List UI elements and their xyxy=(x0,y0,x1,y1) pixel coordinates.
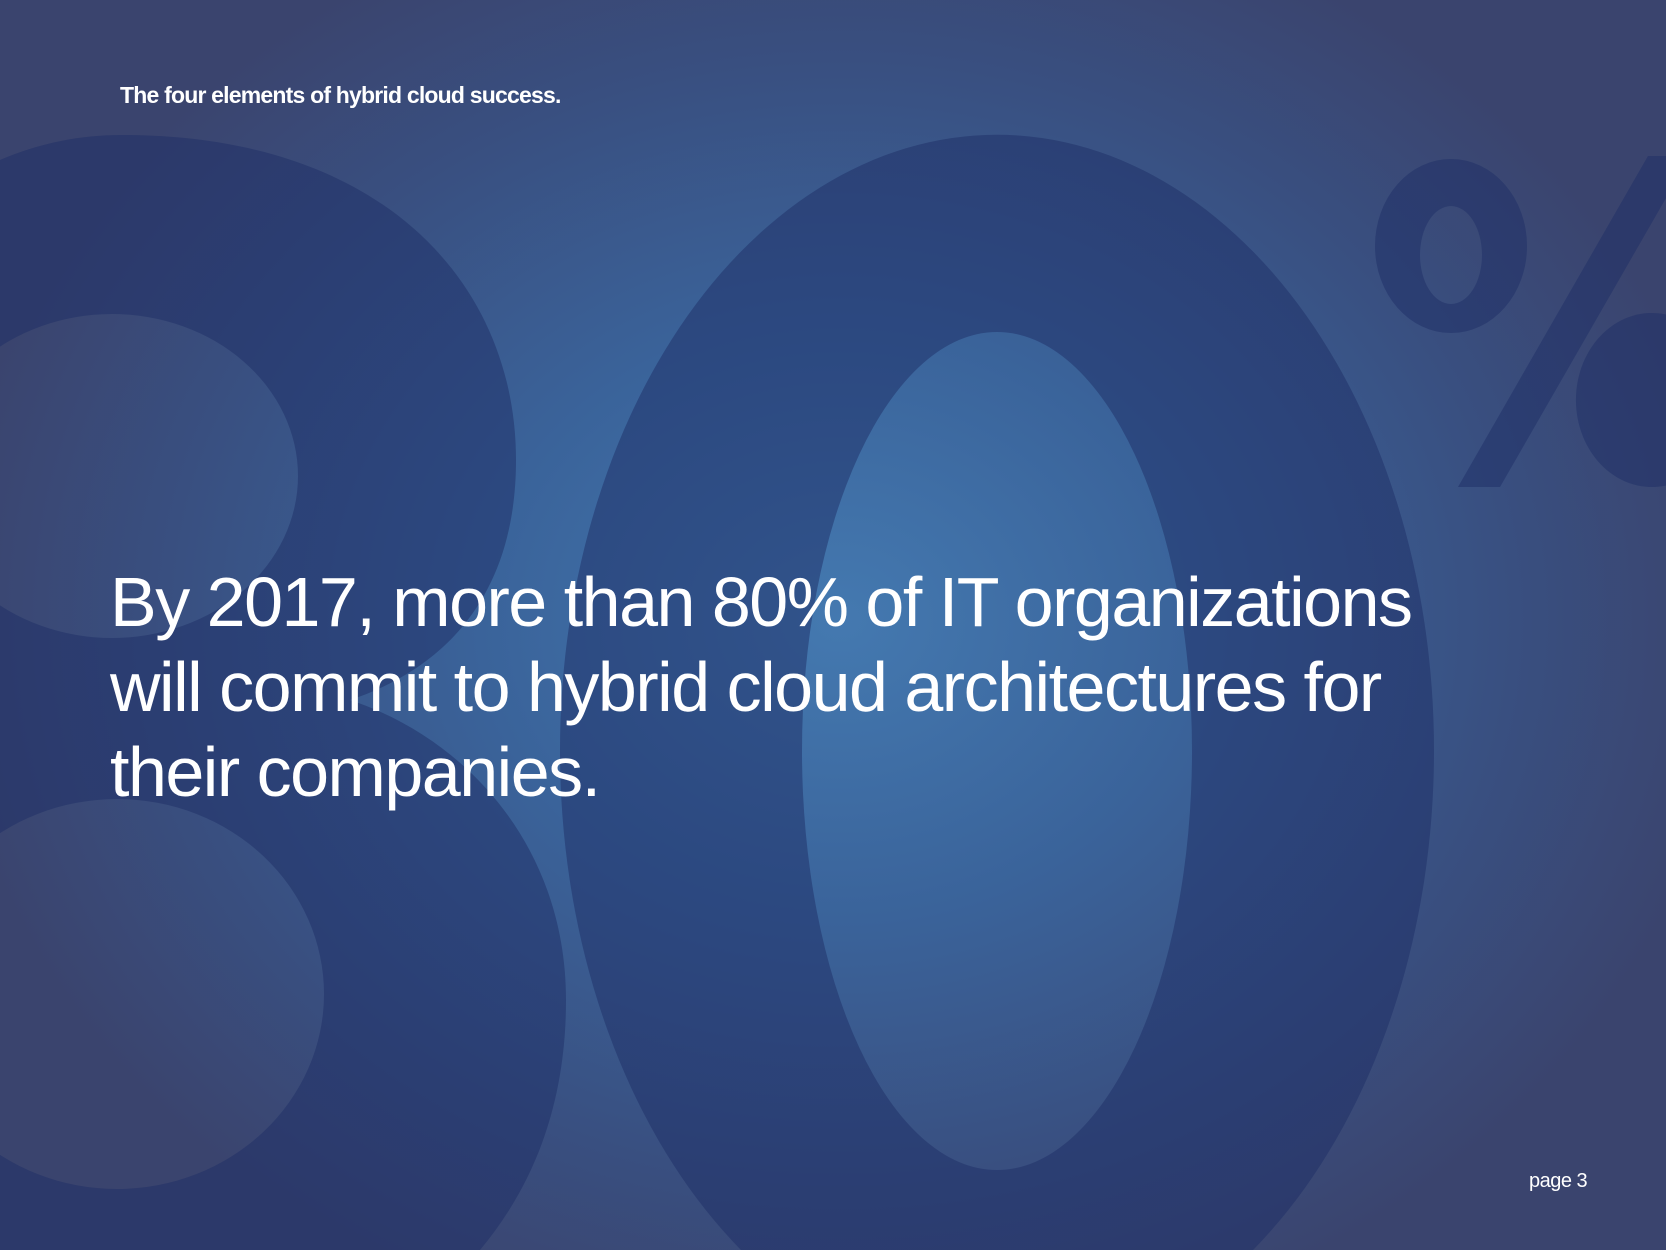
percent-top-circle xyxy=(1375,159,1527,333)
digit-0-shape xyxy=(559,134,1434,1250)
headline-statement: By 2017, more than 80% of IT organizatio… xyxy=(110,563,1413,811)
document-header-title: The four elements of hybrid cloud succes… xyxy=(120,82,561,108)
digit-8-shape xyxy=(0,135,566,1250)
percent-bottom-circle xyxy=(1575,312,1666,488)
percent-slash xyxy=(1458,156,1666,487)
page-number: page 3 xyxy=(1529,1170,1588,1192)
